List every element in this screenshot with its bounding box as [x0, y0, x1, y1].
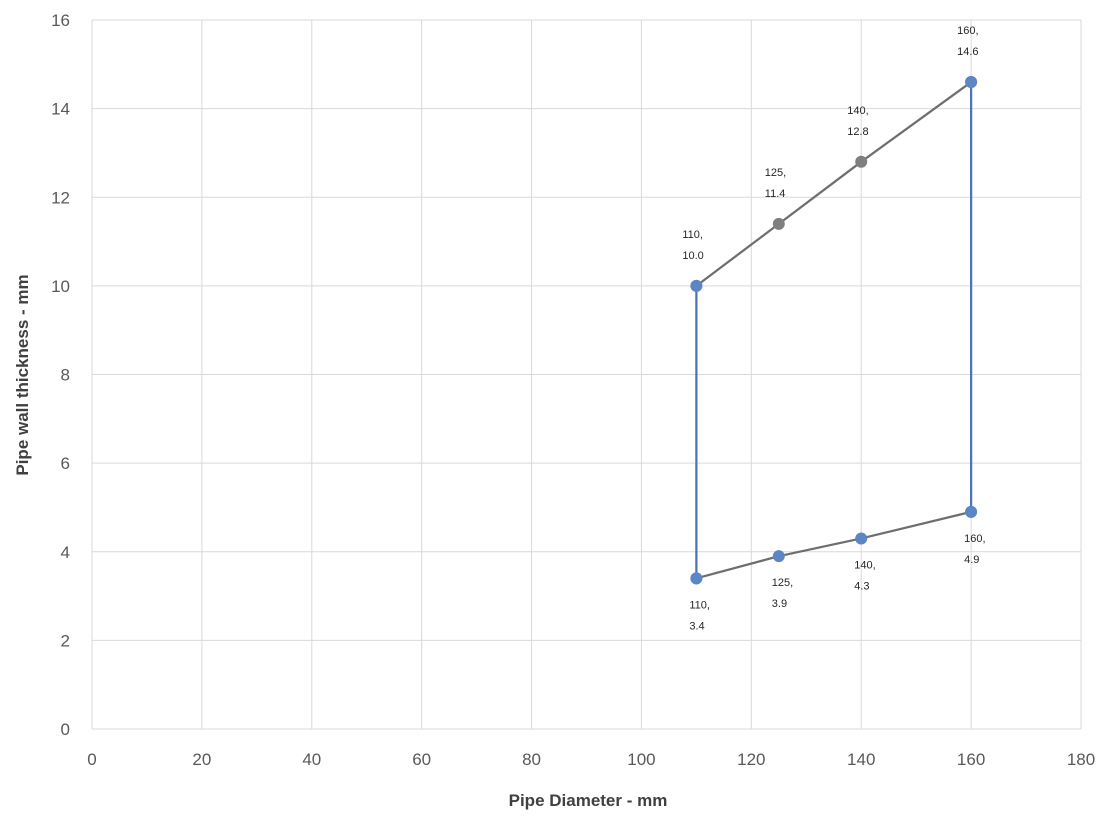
y-tick-label: 14 [51, 100, 70, 119]
y-tick-label: 4 [61, 543, 70, 562]
data-label: 160, 14.6 [957, 25, 978, 58]
data-point-marker [772, 217, 785, 230]
x-tick-label: 0 [87, 750, 96, 769]
y-tick-label: 10 [51, 277, 70, 296]
y-tick-label: 12 [51, 188, 70, 207]
series-line [695, 81, 972, 287]
y-tick-label: 0 [61, 720, 70, 739]
x-tick-label: 40 [302, 750, 321, 769]
x-tick-label: 80 [522, 750, 541, 769]
y-tick-label: 2 [61, 631, 70, 650]
gridlines [91, 19, 1082, 730]
data-point-marker [965, 505, 978, 518]
series-line [696, 510, 972, 580]
data-point-marker [772, 550, 785, 563]
data-label: 110, 10.0 [682, 229, 703, 262]
data-label: 125, 3.9 [772, 577, 793, 610]
data-point-marker [855, 532, 868, 545]
data-point-marker [855, 155, 868, 168]
data-label: 140, 12.8 [847, 105, 868, 138]
x-tick-label: 140 [847, 750, 875, 769]
x-tick-label: 120 [737, 750, 765, 769]
y-tick-label: 16 [51, 11, 70, 30]
data-label: 125, 11.4 [765, 167, 786, 200]
data-point-marker [690, 279, 703, 292]
data-series [690, 76, 978, 585]
x-tick-label: 60 [412, 750, 431, 769]
y-tick-label: 6 [61, 454, 70, 473]
data-label: 140, 4.3 [854, 559, 875, 592]
data-point-marker [690, 572, 703, 585]
x-tick-label: 100 [627, 750, 655, 769]
data-label: 160, 4.9 [964, 533, 985, 566]
data-point-marker [965, 76, 978, 89]
x-tick-label: 20 [192, 750, 211, 769]
data-label: 110, 3.4 [689, 599, 710, 632]
data-labels: 110, 10.0 125, 11.4 140, 12.8 160, 14.6 110, 3.4 1… [682, 25, 985, 632]
y-axis-title: Pipe wall thickness - mm [13, 274, 32, 475]
x-axis-title: Pipe Diameter - mm [509, 791, 668, 810]
y-tick-label: 8 [61, 366, 70, 385]
x-tick-label: 160 [957, 750, 985, 769]
x-tick-label: 180 [1067, 750, 1095, 769]
